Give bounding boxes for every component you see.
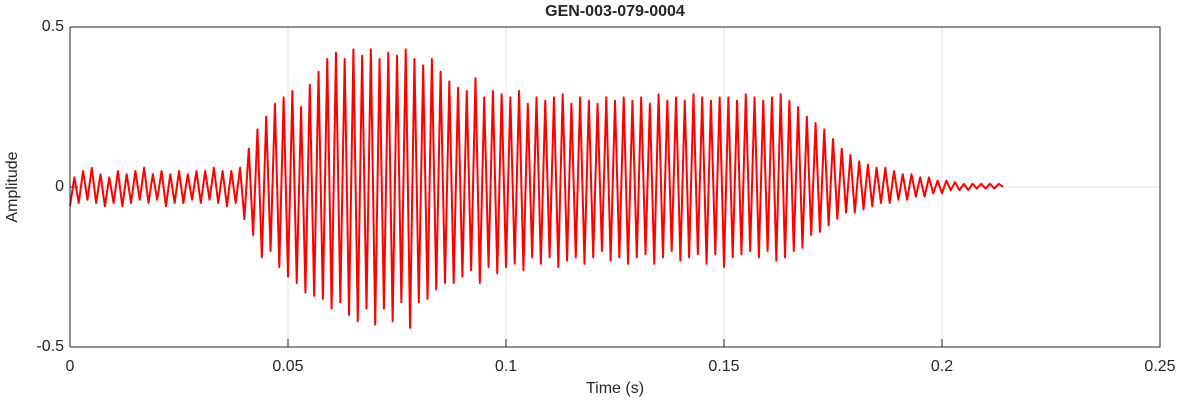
- x-axis-label: Time (s): [586, 380, 644, 397]
- x-tick-label: 0.15: [708, 358, 739, 375]
- axes-box: [69, 26, 1161, 348]
- waveform: [69, 48, 1004, 329]
- x-tick-label: 0: [66, 358, 75, 375]
- x-tick-label: 0.2: [931, 358, 953, 375]
- y-tick-label: 0.5: [42, 18, 64, 35]
- y-tick-label: -0.5: [36, 338, 64, 355]
- y-axis-label: Amplitude: [4, 151, 21, 222]
- x-tick-label: 0.05: [272, 358, 303, 375]
- x-tick-label: 0.25: [1144, 358, 1175, 375]
- chart-title: GEN-003-079-0004: [545, 3, 685, 20]
- y-tick-label: 0: [55, 178, 64, 195]
- x-tick-label: 0.1: [495, 358, 517, 375]
